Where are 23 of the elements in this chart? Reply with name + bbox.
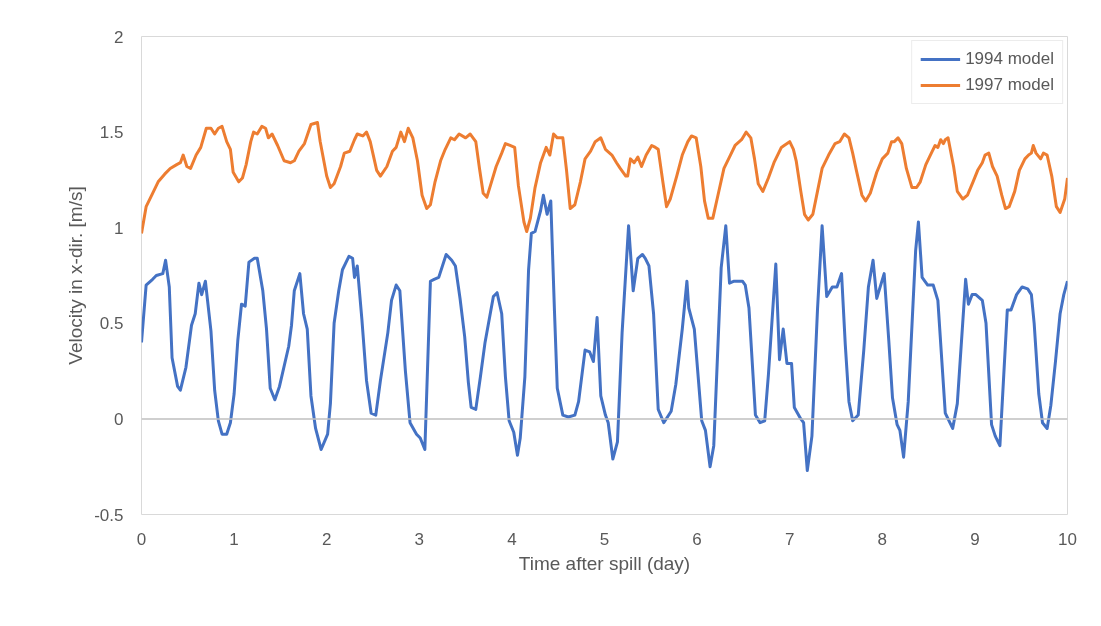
- x-tick-label: 8: [877, 529, 888, 549]
- y-axis-title: Velocity in x-dir. [m/s]: [65, 186, 87, 365]
- y-tick-label: 1: [114, 218, 124, 238]
- x-tick-label: 7: [784, 529, 795, 549]
- x-axis-title: Time after spill (day): [518, 552, 691, 574]
- x-tick-label: 9: [970, 529, 980, 549]
- legend-label: 1994 model: [965, 49, 1054, 69]
- y-tick-label: -0.5: [94, 505, 124, 525]
- x-tick-label: 6: [692, 529, 702, 549]
- x-tick-label: 4: [507, 529, 517, 549]
- y-tick-label: 1.5: [99, 123, 124, 143]
- x-tick-label: 0: [136, 529, 147, 549]
- y-tick-label: 0.5: [99, 314, 124, 334]
- x-tick-label: 3: [414, 529, 425, 549]
- y-tick-label: 2: [114, 27, 124, 47]
- x-tick-label: 2: [321, 529, 332, 549]
- x-tick-label: 1: [229, 529, 239, 549]
- line-series: [141, 121, 1068, 235]
- line-series: [141, 193, 1068, 473]
- x-tick-label: 5: [599, 529, 610, 549]
- x-tick-label: 10: [1058, 529, 1077, 549]
- legend-label: 1997 model: [965, 75, 1054, 95]
- y-tick-label: 0: [114, 409, 124, 429]
